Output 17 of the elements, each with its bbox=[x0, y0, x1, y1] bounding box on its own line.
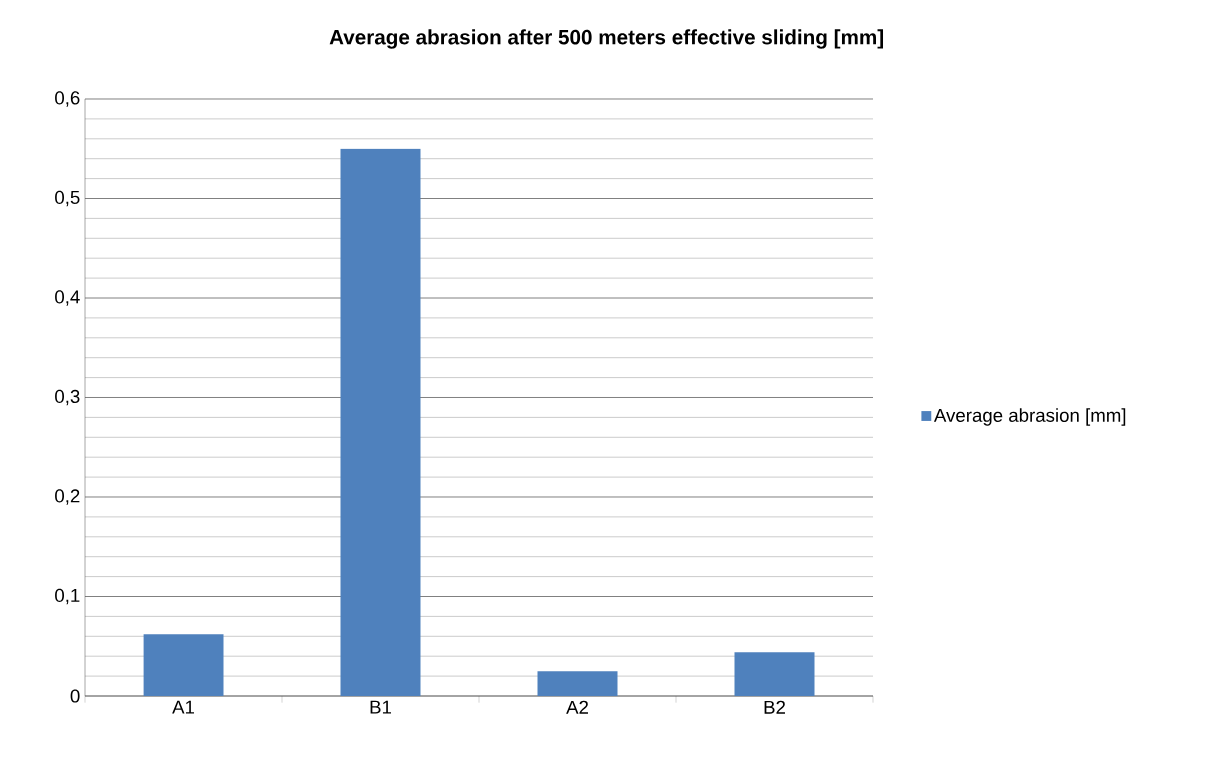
y-tick-label: 0,4 bbox=[55, 290, 80, 306]
x-tick-label: B2 bbox=[764, 700, 785, 714]
bar bbox=[143, 634, 224, 696]
bar bbox=[340, 148, 421, 696]
x-tick-label: A2 bbox=[566, 700, 588, 714]
x-tick-label: A1 bbox=[172, 700, 195, 714]
chart-title: Average abrasion after 500 meters effective sliding [mm] bbox=[329, 29, 884, 49]
bar bbox=[537, 671, 618, 696]
y-tick-label: 0,5 bbox=[55, 190, 80, 207]
y-tick-label: 0,2 bbox=[55, 489, 80, 505]
y-tick-label: 0,1 bbox=[55, 588, 80, 605]
y-tick-label: 0,3 bbox=[55, 389, 80, 406]
y-tick-label: 0,6 bbox=[55, 91, 80, 107]
y-tick-label: 0 bbox=[70, 689, 80, 703]
bar bbox=[734, 652, 815, 696]
legend-label: Average abrasion [mm] bbox=[933, 408, 1126, 426]
x-tick-label: B1 bbox=[370, 700, 392, 714]
